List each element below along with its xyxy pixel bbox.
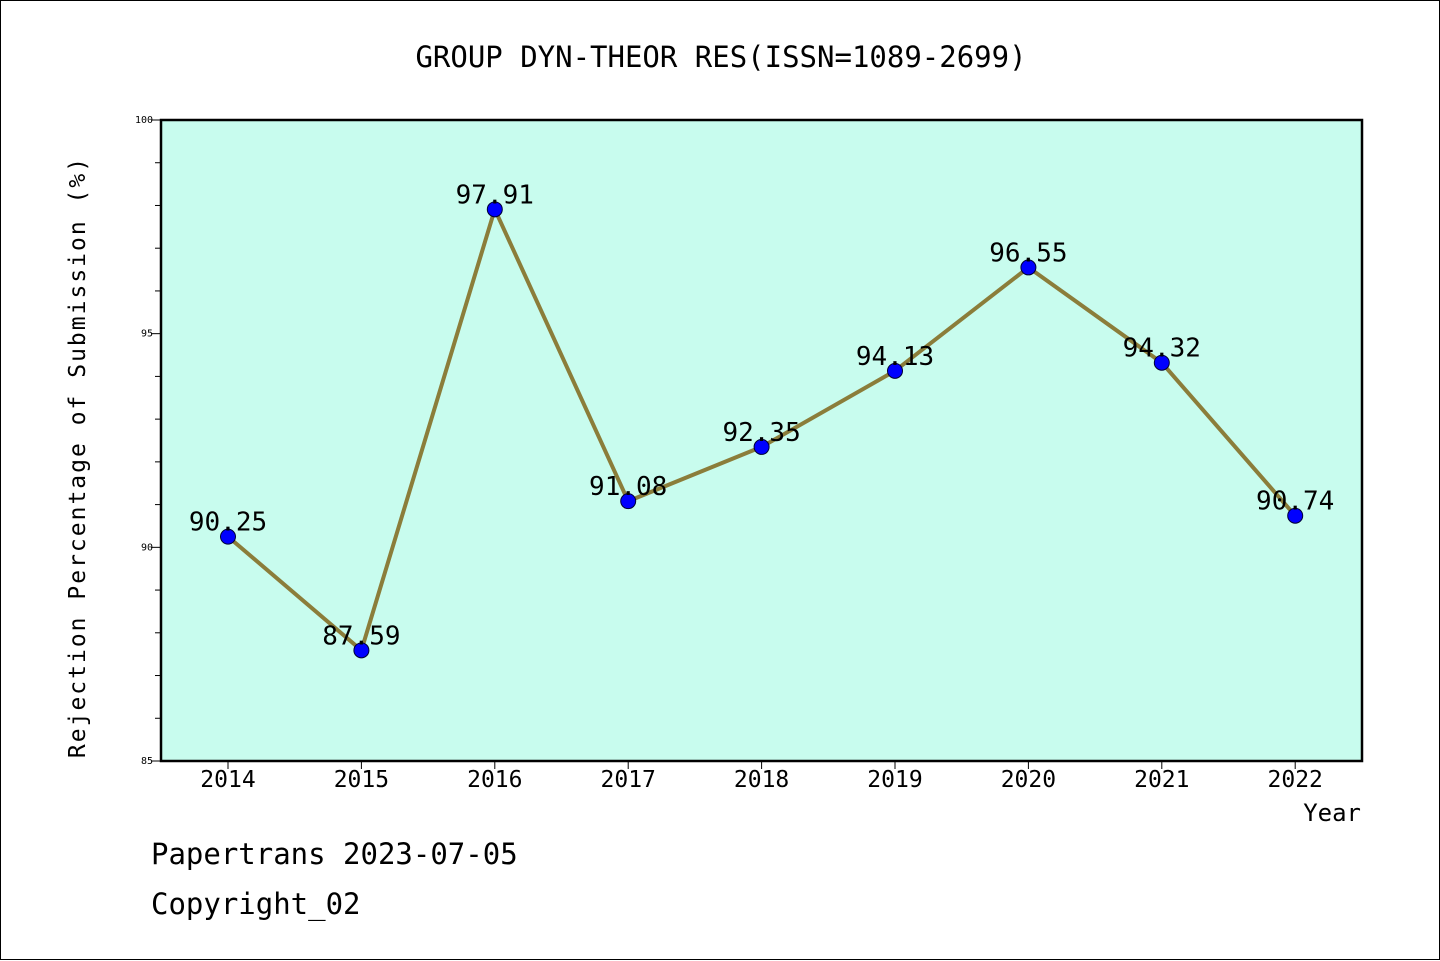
y-tick-label: 95 bbox=[141, 329, 153, 340]
y-tick-label: 85 bbox=[141, 756, 153, 767]
footer-date-line: Papertrans 2023-07-05 bbox=[151, 837, 518, 871]
data-point-marker bbox=[1020, 259, 1037, 276]
x-tick-label: 2019 bbox=[867, 767, 922, 793]
chart-title: GROUP DYN-THEOR RES(ISSN=1089-2699) bbox=[415, 40, 1026, 74]
data-label: 92.35 bbox=[722, 418, 800, 448]
data-label: 87.59 bbox=[322, 621, 400, 651]
x-tick-label: 2021 bbox=[1134, 767, 1189, 793]
data-point-marker bbox=[1153, 354, 1170, 371]
y-tick-label: 100 bbox=[135, 115, 153, 126]
x-axis-title: Year bbox=[1303, 799, 1361, 827]
data-point-marker bbox=[753, 438, 770, 455]
x-tick-label: 2016 bbox=[467, 767, 522, 793]
x-tick-label: 2022 bbox=[1268, 767, 1323, 793]
data-label: 97.91 bbox=[456, 180, 534, 210]
data-label: 91.08 bbox=[589, 472, 667, 502]
data-point-marker bbox=[220, 528, 236, 545]
data-label: 90.25 bbox=[189, 508, 267, 538]
data-point-marker bbox=[353, 642, 370, 659]
y-axis-title: Rejection Percentage of Submission (%) bbox=[65, 156, 91, 758]
x-tick-label: 2020 bbox=[1001, 767, 1056, 793]
x-tick-label: 2014 bbox=[200, 767, 255, 793]
data-label: 96.55 bbox=[989, 238, 1067, 268]
data-point-marker bbox=[620, 493, 637, 510]
x-tick-label: 2018 bbox=[734, 767, 789, 793]
x-tick-label: 2015 bbox=[334, 767, 389, 793]
data-point-marker bbox=[486, 201, 503, 218]
data-label: 94.13 bbox=[856, 342, 934, 372]
y-tick-label: 90 bbox=[141, 542, 153, 553]
data-label: 94.32 bbox=[1123, 334, 1201, 364]
data-point-marker bbox=[887, 362, 903, 379]
data-point-marker bbox=[1287, 507, 1304, 524]
footer-copyright-line: Copyright_02 bbox=[151, 887, 361, 921]
data-label: 90.74 bbox=[1256, 487, 1334, 517]
plot-area-border bbox=[159, 118, 1364, 763]
x-tick-label: 2017 bbox=[601, 767, 656, 793]
